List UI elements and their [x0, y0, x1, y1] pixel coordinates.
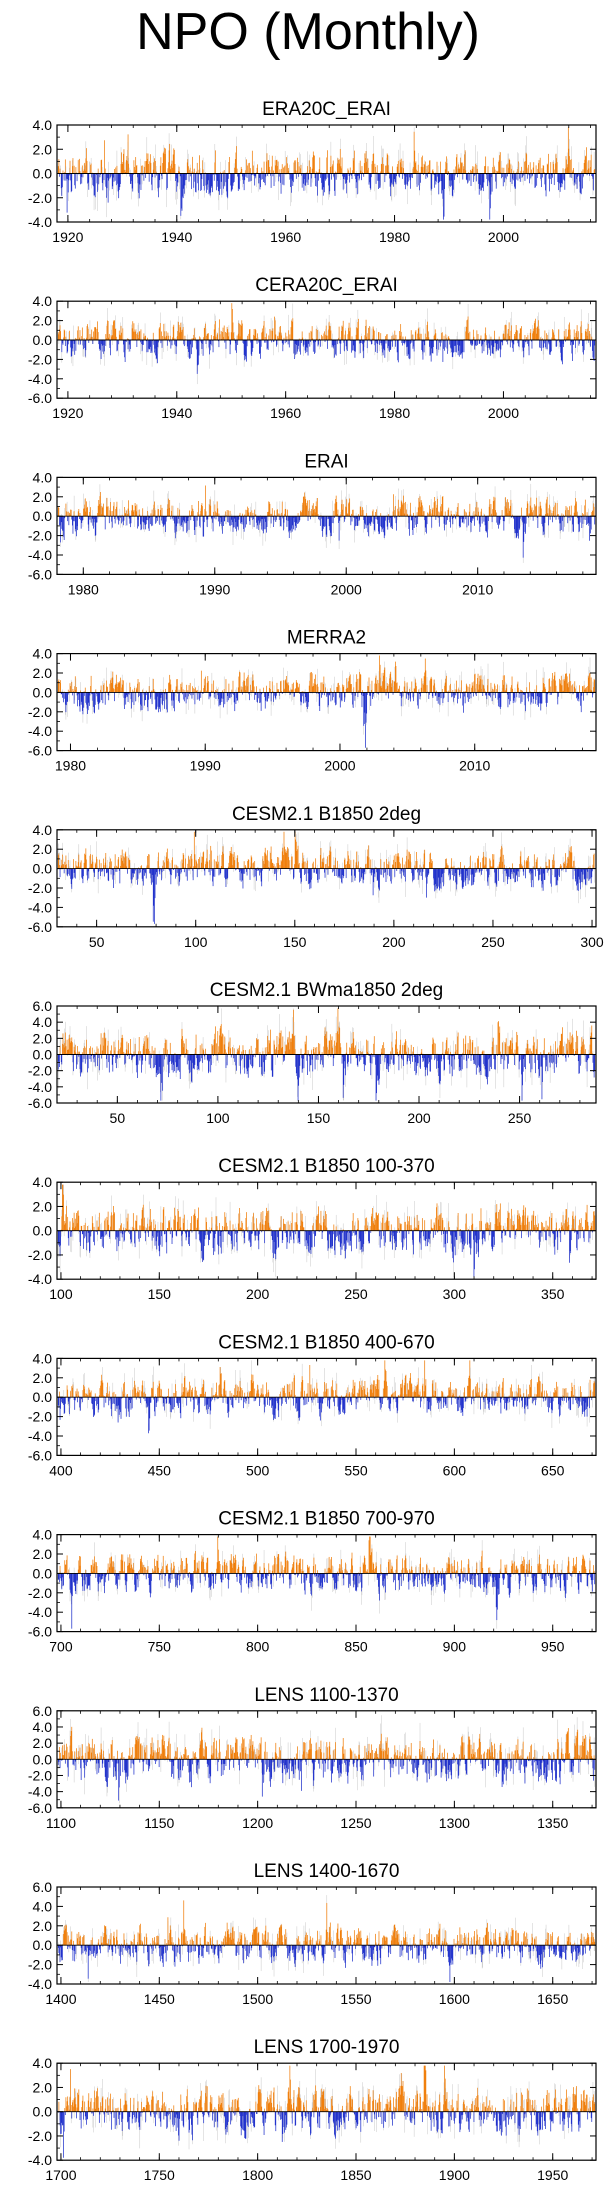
y-tick-label: -6.0: [28, 566, 52, 582]
chart-title: MERRA2: [287, 628, 366, 649]
x-tick-label: 1980: [68, 581, 99, 597]
y-tick-label: 4.0: [33, 293, 53, 309]
y-tick-label: -6.0: [28, 390, 52, 406]
x-tick-label: 1960: [270, 405, 301, 421]
y-tick-label: 4.0: [33, 469, 53, 485]
bar-series: [57, 655, 596, 748]
chart-panel-3: ERAI 4.0 2.0 0.0 -2.0 -4.0 -6.0 1980 1990 2000 201…: [28, 451, 597, 597]
x-tick-label: 1980: [379, 229, 410, 245]
x-tick-label: 1940: [161, 405, 192, 421]
y-tick-label: 2.0: [33, 141, 53, 157]
bar-series: [57, 303, 596, 385]
chart-title: ERAI: [304, 451, 348, 472]
y-tick-label: 0.0: [33, 508, 53, 524]
y-tick-label: 2.0: [33, 313, 53, 329]
x-tick-label: 1920: [52, 229, 83, 245]
y-tick-label: -4.0: [28, 547, 52, 563]
x-tick-label: 2000: [488, 229, 519, 245]
x-tick-label: 1980: [379, 405, 410, 421]
y-tick-label: -2.0: [28, 351, 52, 367]
y-tick-label: -2.0: [28, 190, 52, 206]
plot-frame: [56, 300, 597, 399]
y-tick-label: 2.0: [33, 489, 53, 505]
x-tick-label: 1960: [270, 229, 301, 245]
x-tick-label: 1940: [161, 229, 192, 245]
x-tick-label: 1920: [52, 405, 83, 421]
chart-title: ERA20C_ERAI: [262, 99, 391, 120]
x-tick-label: 2010: [462, 581, 493, 597]
y-tick-label: -4.0: [28, 371, 52, 387]
chart-title: CERA20C_ERAI: [255, 275, 398, 296]
x-tick-label: 2000: [488, 405, 519, 421]
y-tick-label: 0.0: [33, 166, 53, 182]
bar-series: [57, 483, 596, 563]
x-tick-label: 2000: [331, 581, 362, 597]
page-title: NPO (Monthly): [0, 2, 616, 62]
y-tick-label: -2.0: [28, 528, 52, 544]
y-tick-label: -4.0: [28, 214, 52, 230]
x-tick-label: 1990: [199, 581, 230, 597]
y-tick-label: 4.0: [33, 117, 53, 133]
bar-series: [57, 127, 596, 220]
y-tick-label: 0.0: [33, 332, 53, 348]
